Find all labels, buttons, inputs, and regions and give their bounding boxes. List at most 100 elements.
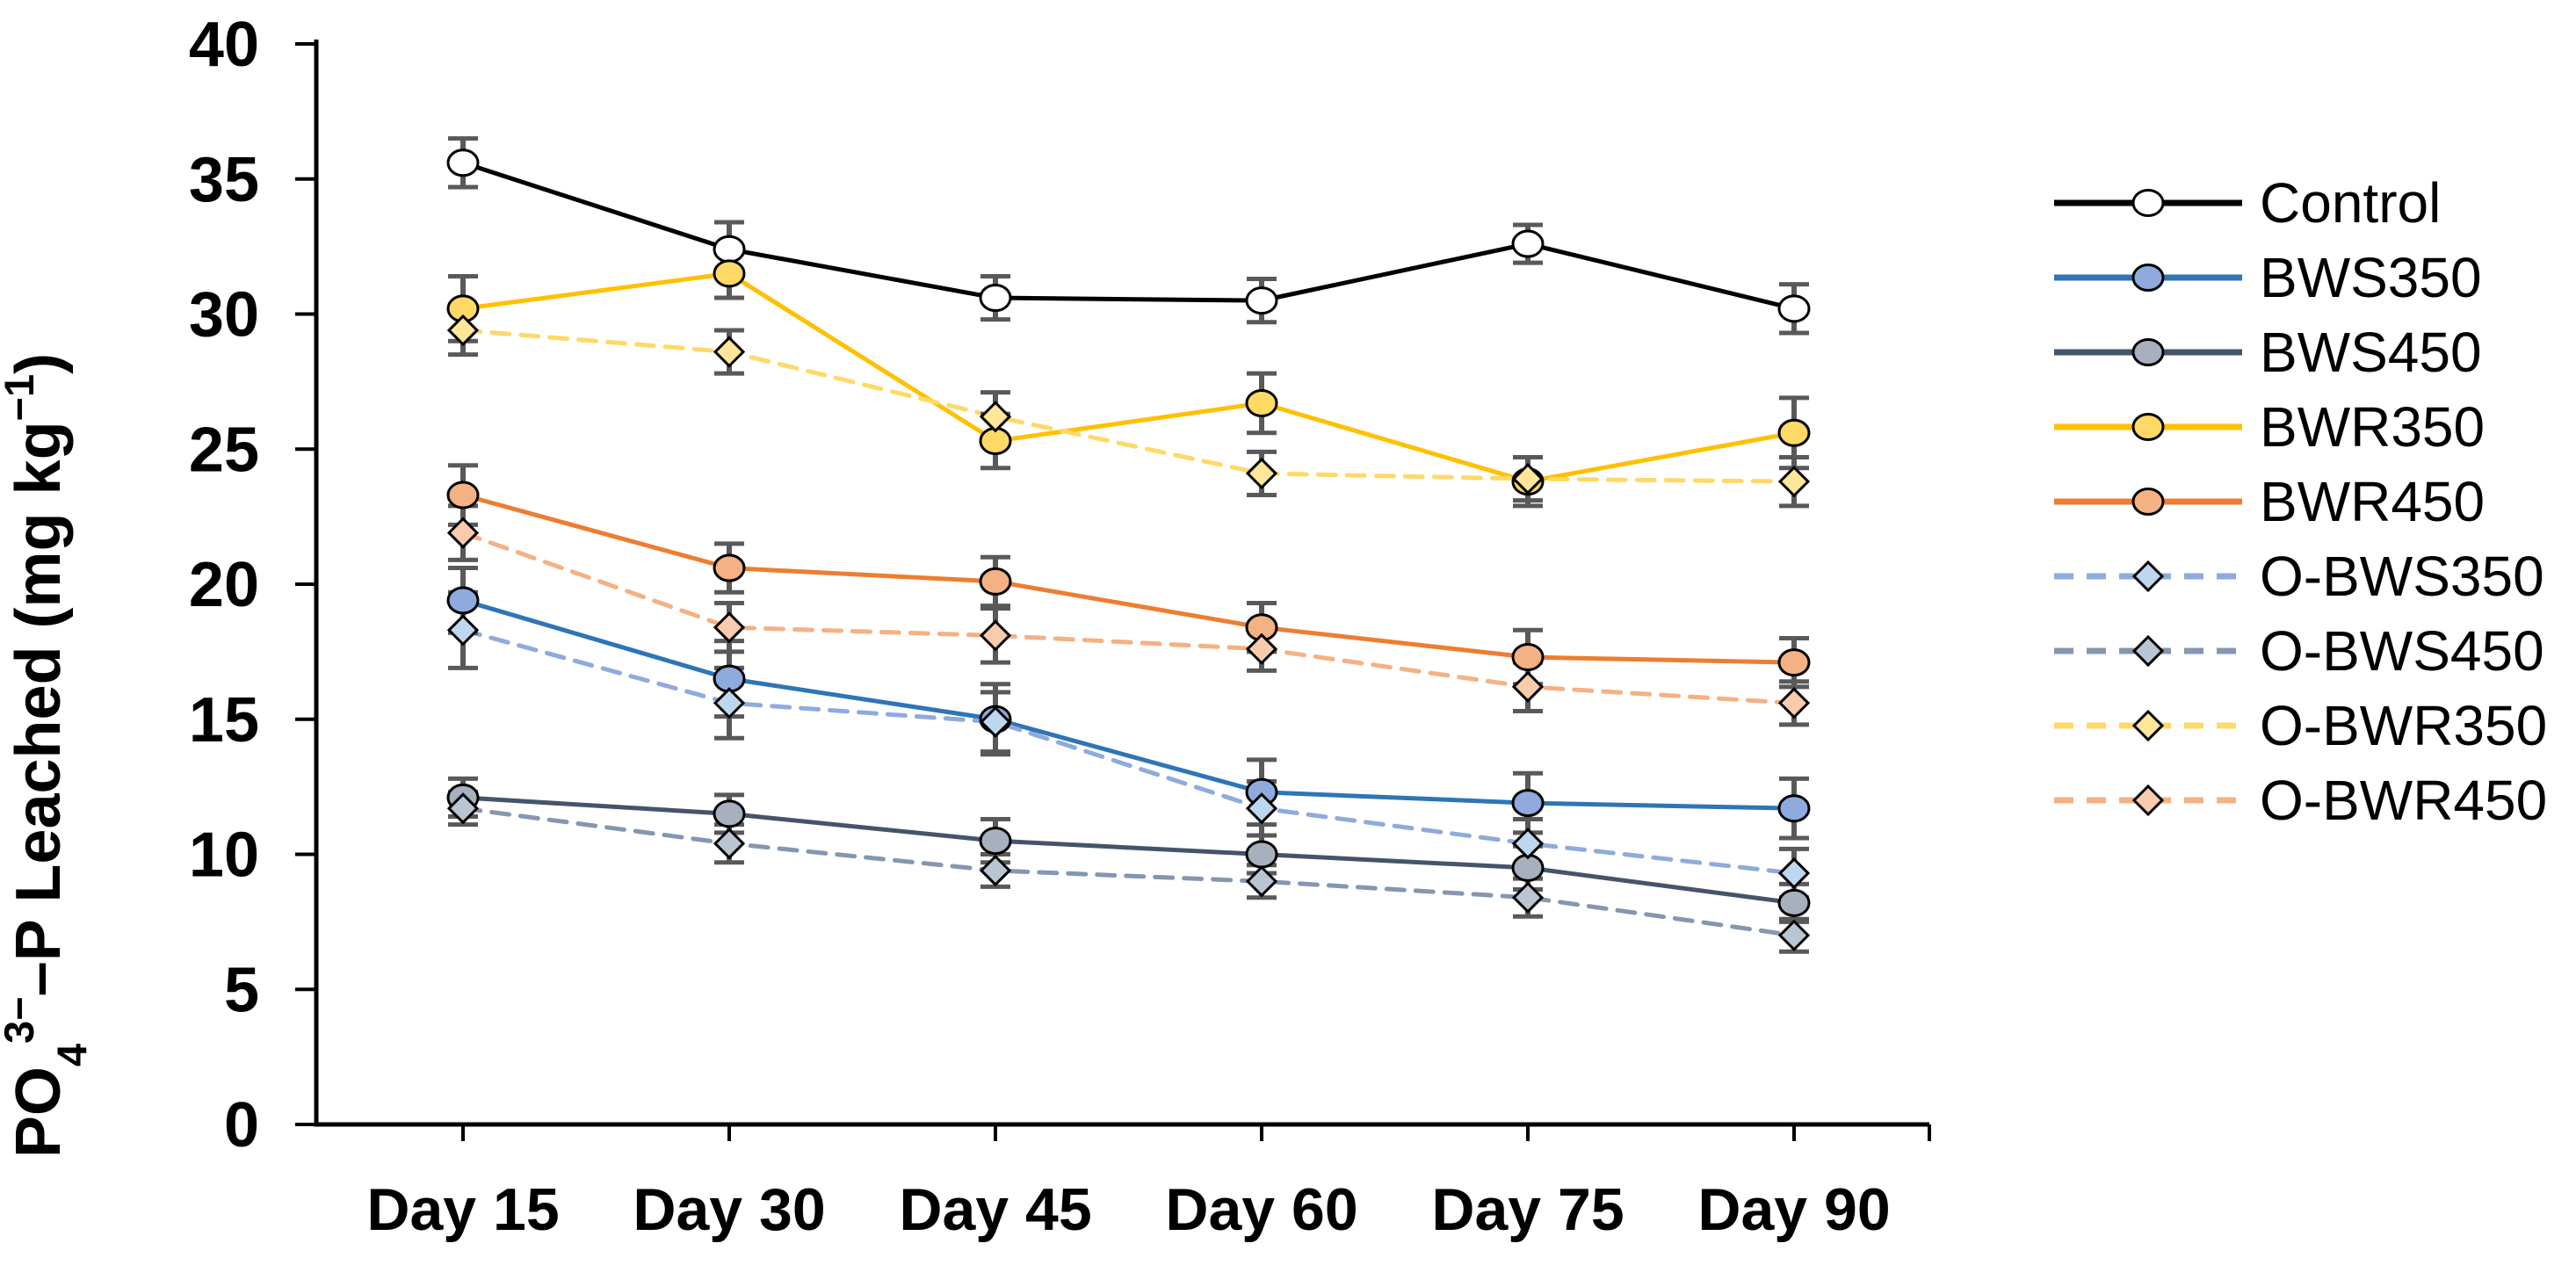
data-point-marker-o-bws450 [446, 792, 480, 825]
data-point-marker-bwr350 [713, 259, 746, 288]
y-tick-label: 0 [224, 1090, 259, 1160]
data-point-marker-o-bws450 [979, 854, 1012, 887]
data-point-marker-control [446, 148, 480, 177]
data-point-marker-o-bwr350 [1511, 462, 1545, 495]
data-point-marker-o-bwr350 [1245, 457, 1278, 490]
series-line-o-bws350 [460, 627, 1797, 876]
x-category-label: Day 75 [1431, 1176, 1624, 1243]
series-line-bwr450 [460, 493, 1797, 665]
data-point-marker-bws450 [713, 799, 746, 828]
series-line-bwr350 [460, 271, 1797, 484]
legend-label: BWS350 [2260, 246, 2482, 309]
legend-label: BWS450 [2260, 321, 2482, 384]
data-point-marker-o-bwr350 [1777, 466, 1811, 498]
data-point-marker-o-bws350 [1245, 792, 1278, 825]
series-line-o-bwr350 [460, 328, 1797, 484]
data-point-marker-control [1245, 286, 1278, 315]
x-category-label: Day 60 [1165, 1176, 1357, 1243]
legend-entry-o-bwr450: O-BWR450 [2054, 772, 2547, 828]
legend-label: BWR350 [2260, 395, 2486, 459]
data-point-marker-o-bws450 [2131, 634, 2165, 668]
data-point-marker-bws450 [979, 827, 1012, 856]
legend-key-bws450 [2054, 338, 2242, 366]
data-point-marker-o-bws450 [1245, 865, 1278, 898]
legend-label: Control [2260, 171, 2442, 235]
data-point-marker-bwr350 [2131, 413, 2165, 441]
legend-entry-o-bwr350: O-BWR350 [2054, 698, 2547, 754]
series-markers [446, 148, 1811, 951]
legend-entry-bws450: BWS450 [2054, 324, 2482, 380]
y-tick-label: 25 [189, 415, 259, 485]
data-point-marker-control [1777, 294, 1811, 323]
data-point-marker-o-bws350 [1511, 828, 1545, 860]
legend-entry-o-bws350: O-BWS350 [2054, 548, 2544, 604]
legend-label: BWR450 [2260, 470, 2486, 533]
data-point-marker-o-bws450 [713, 828, 746, 860]
legend-entry-control: Control [2054, 175, 2441, 231]
data-point-marker-control [1511, 229, 1545, 258]
legend-key-o-bws450 [2054, 634, 2242, 668]
data-point-marker-bwr350 [1777, 418, 1811, 447]
legend-key-o-bwr350 [2054, 709, 2242, 742]
data-point-marker-bwr450 [713, 553, 746, 582]
data-point-marker-o-bwr350 [2131, 709, 2165, 742]
data-point-marker-o-bws350 [446, 614, 480, 647]
legend-key-bws350 [2054, 264, 2242, 292]
data-point-marker-bwr450 [1511, 643, 1545, 672]
y-tick-label: 15 [189, 685, 259, 755]
legend-label: O-BWS450 [2260, 619, 2544, 683]
legend-key-control [2054, 189, 2242, 217]
data-point-marker-o-bwr350 [979, 401, 1012, 433]
data-point-marker-o-bws350 [1777, 857, 1811, 890]
data-point-marker-bws350 [446, 586, 480, 615]
data-point-marker-bws450 [2131, 338, 2165, 366]
data-point-marker-bws450 [1777, 888, 1811, 917]
series-line-bws450 [460, 795, 1797, 906]
data-point-marker-o-bwr450 [713, 611, 746, 644]
legend-label: O-BWR350 [2260, 694, 2548, 757]
data-point-marker-bws350 [2131, 264, 2165, 292]
series-lines [460, 160, 1797, 938]
data-point-marker-o-bws450 [1511, 881, 1545, 914]
y-tick-label: 20 [189, 550, 259, 620]
y-tick-label: 5 [224, 955, 259, 1025]
x-category-label: Day 90 [1697, 1176, 1890, 1243]
data-point-marker-o-bwr450 [1777, 687, 1811, 719]
series-line-bws350 [460, 597, 1797, 811]
data-point-marker-o-bwr350 [446, 314, 480, 347]
legend-entry-bwr350: BWR350 [2054, 399, 2485, 455]
data-point-marker-bwr450 [979, 567, 1012, 596]
data-point-marker-o-bwr450 [446, 517, 480, 549]
data-point-marker-bws350 [1777, 794, 1811, 823]
y-axis-title: PO43−–P Leached (mg kg−1) [0, 353, 95, 1158]
legend-label: O-BWR450 [2260, 769, 2548, 832]
data-point-marker-control [713, 235, 746, 264]
data-point-marker-o-bwr450 [2131, 784, 2165, 817]
legend-key-bwr350 [2054, 413, 2242, 441]
y-tick-label: 30 [189, 280, 259, 351]
legend-key-o-bwr450 [2054, 784, 2242, 817]
data-point-marker-bws350 [1511, 789, 1545, 818]
y-tick-label: 40 [189, 10, 259, 80]
data-point-marker-o-bws350 [2131, 560, 2165, 593]
data-point-marker-control [979, 284, 1012, 313]
legend-entry-o-bws450: O-BWS450 [2054, 623, 2544, 679]
axes: 0 5 10 15 20 25 30 35 40 Day 15 Day 30 Day 45 Day 60… [189, 10, 1931, 1243]
y-tick-label: 10 [189, 820, 259, 891]
data-point-marker-o-bws350 [713, 687, 746, 719]
data-point-marker-control [2131, 189, 2165, 217]
series-line-control [460, 160, 1797, 311]
data-point-marker-bwr450 [2131, 488, 2165, 516]
legend-key-o-bws350 [2054, 560, 2242, 593]
x-category-label: Day 30 [633, 1176, 825, 1243]
legend-key-bwr450 [2054, 488, 2242, 516]
data-point-marker-bwr450 [446, 481, 480, 510]
data-point-marker-bws450 [1245, 840, 1278, 869]
legend-label: O-BWS350 [2260, 545, 2544, 608]
legend-entry-bwr450: BWR450 [2054, 473, 2485, 530]
data-point-marker-bwr350 [1245, 388, 1278, 417]
data-point-marker-o-bwr450 [1511, 670, 1545, 703]
x-category-label: Day 15 [366, 1176, 559, 1243]
x-category-label: Day 45 [899, 1176, 1091, 1243]
